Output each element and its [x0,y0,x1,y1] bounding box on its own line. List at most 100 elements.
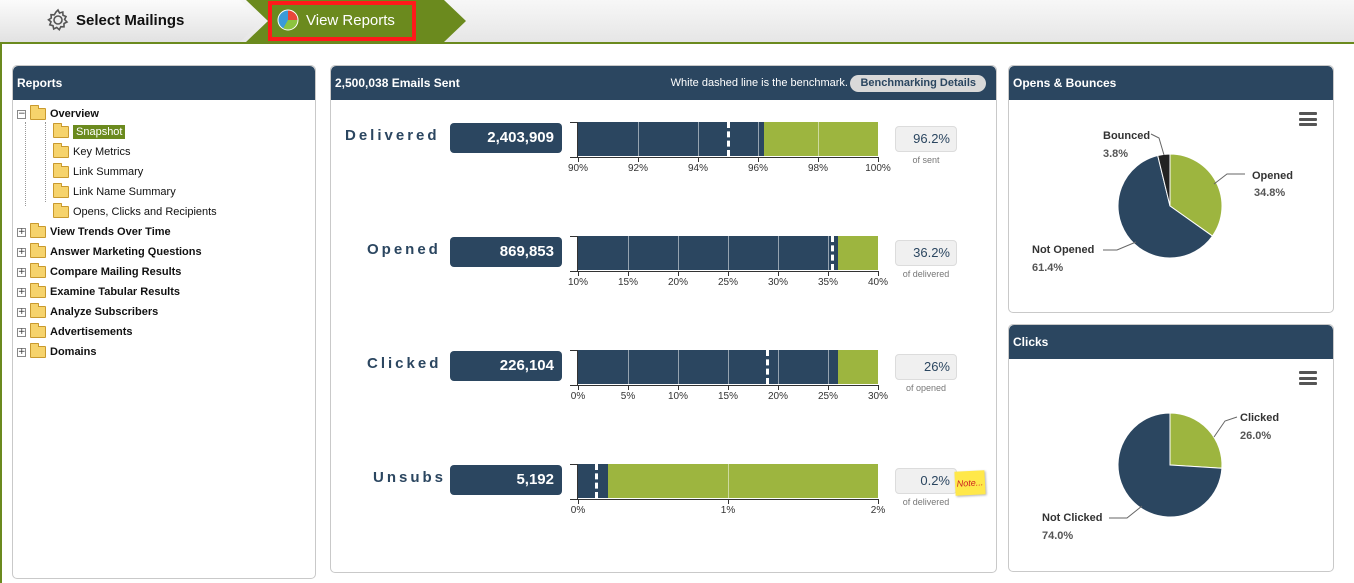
metric-label: Unsubs [373,469,447,486]
tree-node-answer-marketing[interactable]: + Answer Marketing Questions [17,243,202,260]
metric-percent: 36.2% [895,240,957,266]
axis-tick-label: 20% [767,391,788,402]
benchmark-line [766,350,769,384]
chart-menu-icon[interactable] [1299,371,1317,385]
axis-tick-label: 25% [717,277,738,288]
bar-axis [578,157,878,158]
tree-node-advertisements[interactable]: + Advertisements [17,323,133,340]
axis-tick [698,157,699,162]
expand-icon[interactable]: + [17,226,26,237]
tree-node-domains[interactable]: + Domains [17,343,97,360]
folder-icon [53,203,69,218]
metric-value: 869,853 [450,237,562,267]
tree-node-label: Opens, Clicks and Recipients [73,206,217,218]
axis-tick [728,271,729,276]
metric-bar [578,236,878,270]
value-bracket [570,236,578,272]
axis-tick-label: 94% [687,163,708,174]
expand-icon[interactable]: + [17,306,26,317]
tree-node-compare-mailing[interactable]: + Compare Mailing Results [17,263,181,280]
clicks-header: Clicks [1009,325,1333,359]
pie-value-bounced: 3.8% [1103,148,1129,160]
tree-node-snapshot[interactable]: Snapshot [53,123,126,140]
pie-leader-line [1109,505,1143,519]
axis-tick [878,157,879,162]
collapse-icon[interactable]: − [17,108,26,119]
tree-node-analyze-subscribers[interactable]: + Analyze Subscribers [17,303,158,320]
tree-node-examine-tabular[interactable]: + Examine Tabular Results [17,283,181,300]
folder-icon [30,223,46,238]
axis-tick [678,385,679,390]
expand-icon[interactable]: + [17,326,26,337]
axis-tick-label: 2% [870,505,886,516]
tab-select-mailings[interactable] [0,0,262,42]
pie-label-not-opened: Not Opened [1032,244,1095,256]
axis-tick [728,385,729,390]
bar-gridline [758,122,759,156]
opens-bounces-header: Opens & Bounces [1009,66,1333,100]
metric-percent-sub: of opened [905,383,947,393]
benchmark-line [727,122,730,156]
axis-tick [828,385,829,390]
metric-percent-sub: of sent [912,155,940,165]
pie-slice-not-clicked[interactable] [1117,412,1223,518]
pie-leader-line [1103,241,1137,251]
axis-tick [728,499,729,504]
benchmark-note: White dashed line is the benchmark. [670,77,848,89]
tree-node-label: Snapshot [73,125,126,139]
pie-label-opened: Opened [1252,170,1293,182]
expand-icon[interactable]: + [17,286,26,297]
axis-tick-label: 30% [767,277,788,288]
opens-bounces-pie-chart [1103,133,1245,259]
metric-percent: 96.2% [895,126,957,152]
tree-node-link-name-summary[interactable]: Link Name Summary [53,183,176,200]
pie-slice-clicked[interactable] [1169,412,1223,469]
expand-icon[interactable]: + [17,246,26,257]
metric-value: 2,403,909 [450,123,562,153]
axis-tick [828,271,829,276]
expand-icon[interactable]: + [17,346,26,357]
benchmark-line [830,236,834,270]
folder-icon [53,163,69,178]
tree-node-view-trends[interactable]: + View Trends Over Time [17,223,171,240]
tree-node-opens-clicks-recipients[interactable]: Opens, Clicks and Recipients [53,203,217,220]
axis-tick [578,271,579,276]
tree-node-label: Domains [50,346,97,358]
tree-node-label: Key Metrics [73,146,131,158]
tree-node-label: Examine Tabular Results [50,286,181,298]
sticky-note-icon[interactable]: Note... [954,470,986,496]
reports-panel-header: Reports [13,66,315,100]
axis-tick-label: 35% [817,277,838,288]
tree-node-label: View Trends Over Time [50,226,171,238]
expand-icon[interactable]: + [17,266,26,277]
metric-bar [578,464,878,498]
tree-node-key-metrics[interactable]: Key Metrics [53,143,131,160]
benchmarking-details-button[interactable]: Benchmarking Details [850,75,986,92]
tab-view-reports[interactable]: View Reports [276,8,395,32]
tab-select-mailings-content[interactable]: Select Mailings [46,8,184,32]
metric-label: Opened [367,241,441,258]
axis-tick-label: 0% [570,505,586,516]
bar-gridline [678,350,679,384]
bar-gridline [828,236,829,270]
axis-tick [628,271,629,276]
chart-menu-icon[interactable] [1299,112,1317,126]
axis-tick [758,157,759,162]
top-tab-bar: Select Mailings View Reports [0,0,1354,44]
value-bracket [570,350,578,386]
bar-gridline [778,350,779,384]
pie-value-opened: 34.8% [1254,187,1286,199]
pie-slice-not-opened[interactable] [1117,154,1214,259]
folder-icon [30,283,46,298]
metric-bar [578,122,878,156]
bar-gridline [638,122,639,156]
bar-gridline [678,236,679,270]
axis-tick [638,157,639,162]
tree-node-link-summary[interactable]: Link Summary [53,163,143,180]
left-border [0,44,2,583]
pie-leader-line [1150,133,1165,156]
tree-node-label: Link Name Summary [73,186,176,198]
pie-label-bounced: Bounced [1103,130,1151,142]
folder-icon [30,323,46,338]
tree-node-overview[interactable]: − Overview [17,105,99,122]
